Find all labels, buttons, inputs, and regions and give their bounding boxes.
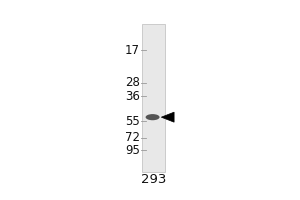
Polygon shape (161, 112, 174, 122)
Text: 55: 55 (125, 115, 140, 128)
Text: 28: 28 (125, 76, 140, 89)
Ellipse shape (146, 114, 160, 120)
Bar (142, 24, 165, 172)
Text: 36: 36 (125, 90, 140, 103)
Text: 72: 72 (125, 131, 140, 144)
Text: 95: 95 (125, 144, 140, 157)
Text: 293: 293 (141, 173, 167, 186)
Text: 17: 17 (125, 44, 140, 57)
